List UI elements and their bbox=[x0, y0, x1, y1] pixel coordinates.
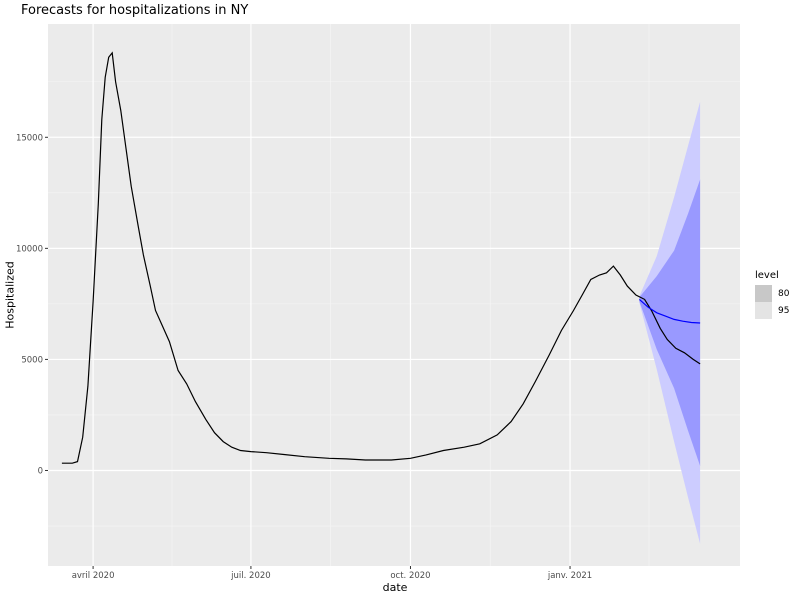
forecast-mean-line bbox=[638, 298, 701, 324]
chart-title: Forecasts for hospitalizations in NY bbox=[21, 3, 249, 18]
y-tick-label: 10000 bbox=[16, 244, 43, 254]
legend-label-95: 95 bbox=[778, 305, 790, 316]
y-axis-label: Hospitalized bbox=[3, 261, 17, 329]
legend: level 80 95 bbox=[755, 270, 789, 319]
y-tick-label: 15000 bbox=[16, 133, 43, 143]
plot-panel bbox=[48, 24, 740, 566]
x-tick-label: oct. 2020 bbox=[390, 571, 430, 581]
y-tick-label: 5000 bbox=[21, 355, 43, 365]
y-tick-label: 0 bbox=[38, 466, 43, 476]
legend-entry-80: 80 bbox=[755, 285, 789, 302]
x-tick-label: janv. 2021 bbox=[547, 571, 592, 581]
legend-label-80: 80 bbox=[778, 288, 790, 299]
observed-series-line bbox=[61, 51, 701, 464]
x-tick-label: juil. 2020 bbox=[230, 571, 271, 581]
forecast-band-80 bbox=[639, 179, 701, 467]
legend-key-80 bbox=[755, 285, 772, 302]
x-tick-label: avril 2020 bbox=[72, 571, 115, 581]
legend-title: level bbox=[755, 270, 779, 281]
x-axis-label: date bbox=[382, 581, 408, 594]
legend-key-95 bbox=[755, 302, 772, 319]
legend-entry-95: 95 bbox=[755, 302, 789, 319]
